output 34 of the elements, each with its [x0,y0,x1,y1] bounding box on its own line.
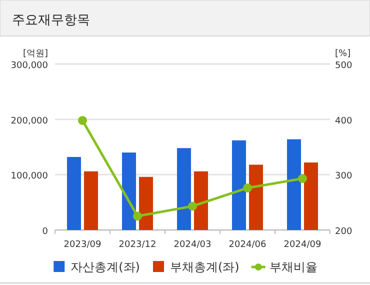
bar [84,171,98,230]
y-tick-label: 300,000 [10,61,48,71]
point [243,183,252,192]
x-tick-label: 2024/06 [228,240,266,250]
bar [139,176,153,230]
point [78,116,87,125]
bar [249,164,263,230]
bar [67,156,81,230]
bar [287,139,301,230]
y-tick-label: 200,000 [10,116,48,126]
y-tick-label: 100,000 [10,172,48,182]
bar [177,148,191,230]
x-tick-label: 2023/09 [64,240,102,250]
y2-axis-title: [%] [335,49,351,59]
y2-tick-label: 200 [335,227,352,237]
bar [232,140,246,230]
y2-tick-label: 300 [335,172,352,182]
point [298,174,307,184]
title: 주요재무항목 [12,13,90,28]
x-tick-label: 2023/12 [118,240,156,250]
bar [194,171,208,230]
x-tick-label: 2024/03 [174,240,212,250]
y-tick-label: 0 [42,227,48,237]
point [188,202,197,211]
legend-label: 부채총계(좌) [170,260,240,274]
y2-tick-label: 500 [335,61,352,71]
legend-label: 부채비율 [269,260,318,274]
y2-tick-label: 400 [335,116,352,126]
bar [304,162,318,230]
legend-label: 자산총계(좌) [70,260,140,274]
bar [122,152,136,230]
y-axis-title: [억원] [22,49,48,59]
point [133,212,142,221]
x-tick-label: 2024/09 [284,240,322,250]
